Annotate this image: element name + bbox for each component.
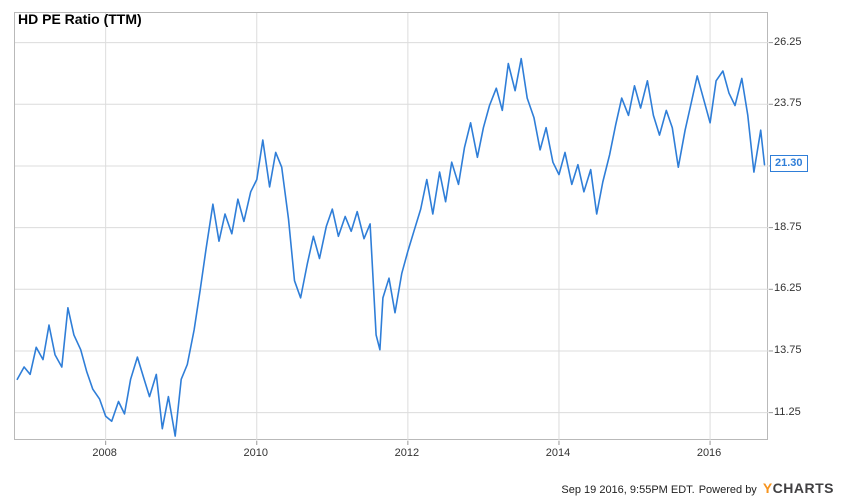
footer-powered-by: Powered by	[698, 484, 757, 496]
last-value-label: 21.30	[775, 156, 803, 169]
chart-title: HD PE Ratio (TTM)	[18, 11, 142, 27]
y-axis-label: 18.75	[774, 220, 802, 233]
y-axis-label: 26.25	[774, 35, 802, 48]
ycharts-logo: YCHARTS	[763, 480, 834, 496]
pe-ratio-line	[16, 57, 766, 437]
y-axis-label: 11.25	[774, 405, 801, 418]
chart-footer: Sep 19 2016, 9:55PM EDT. Powered by YCHA…	[561, 480, 834, 496]
footer-timestamp: Sep 19 2016, 9:55PM EDT.	[561, 484, 695, 496]
y-axis-label: 13.75	[774, 343, 802, 356]
plot-svg	[15, 13, 773, 445]
x-axis-label: 2016	[696, 447, 722, 459]
x-axis-label: 2014	[545, 447, 571, 459]
y-axis-label: 23.75	[774, 97, 802, 110]
ycharts-logo-charts: CHARTS	[772, 480, 834, 496]
x-axis-label: 2008	[92, 447, 117, 459]
last-value-badge: 21.30	[770, 154, 808, 172]
y-axis-label: 16.25	[774, 282, 802, 295]
x-axis-label: 2012	[394, 447, 420, 459]
ycharts-logo-y: Y	[762, 480, 773, 496]
plot-area	[14, 12, 773, 445]
x-axis-label: 2010	[243, 447, 268, 459]
